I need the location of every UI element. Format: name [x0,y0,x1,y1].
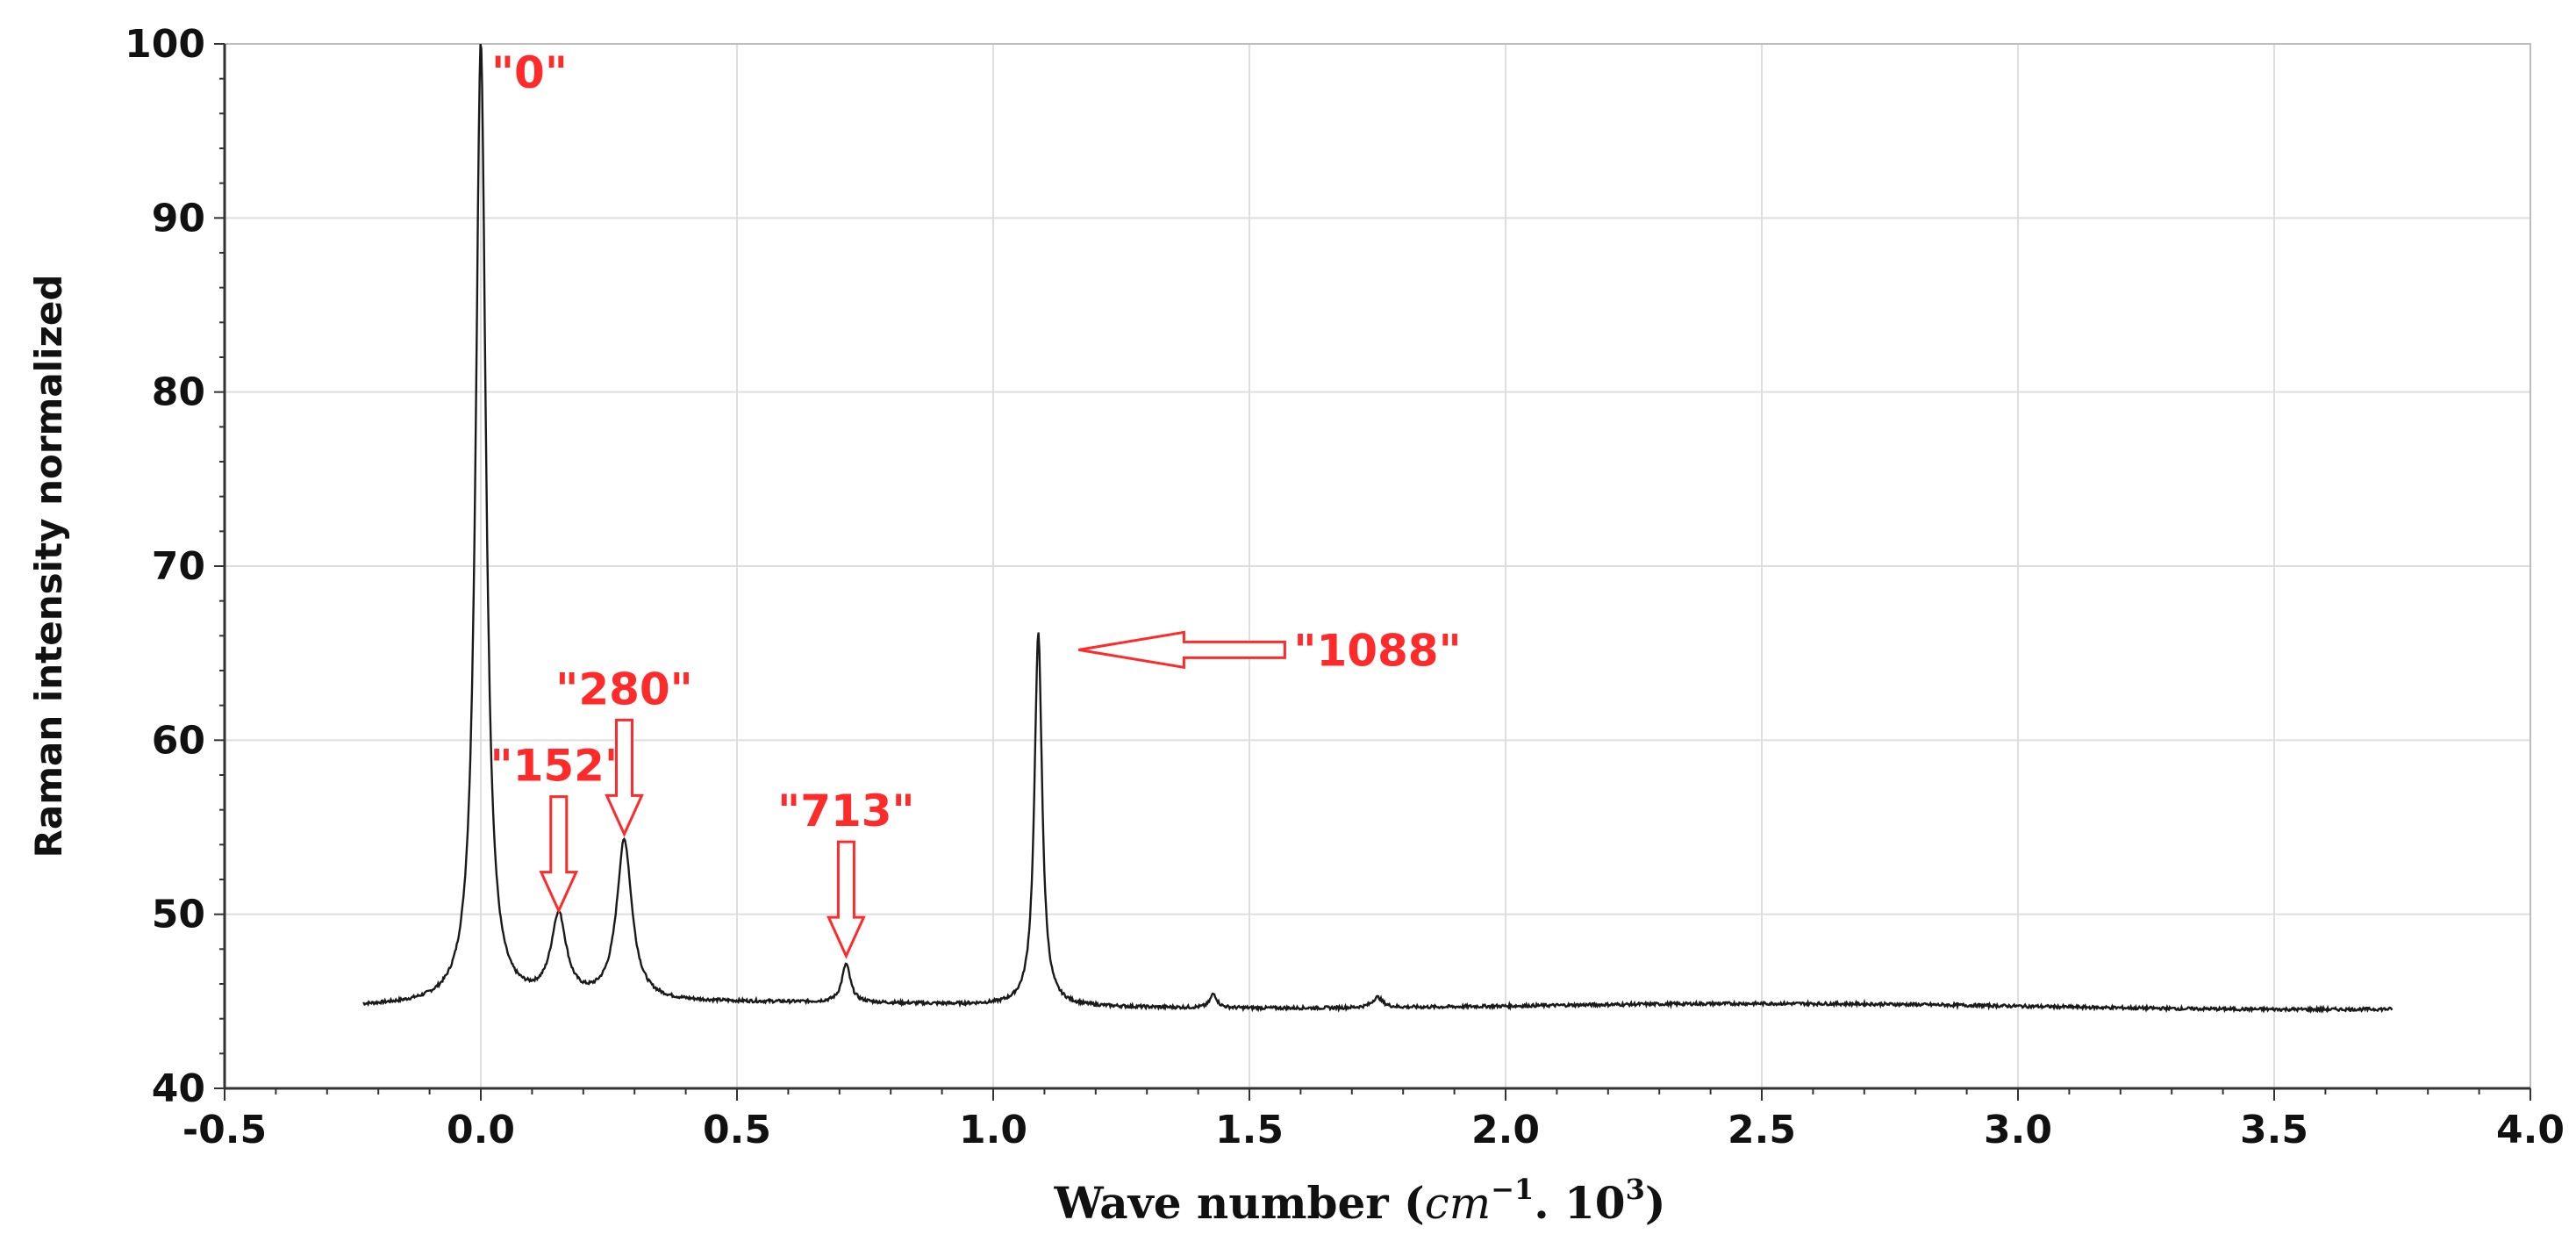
x-axis-title-prefix: Wave number ( [1053,1177,1424,1229]
y-tick-label: 50 [152,893,205,937]
annotation-label: "280" [555,664,692,714]
x-tick-label: 1.5 [1215,1108,1284,1152]
tick-labels: 40 50 60 70 80 90 100 -0.5 0.0 0.5 1.0 1.5 2.0 2.5 3.0… [125,22,2565,1152]
y-tick-label: 60 [152,718,205,763]
y-tick-label: 90 [152,196,205,240]
annotation-arrow-down [826,840,866,959]
x-tick-label: 3.0 [1984,1108,2052,1152]
x-axis-title-exp1: −1 [1491,1173,1534,1206]
annotation-arrow-left [1078,630,1286,670]
annotation-label: "0" [491,47,568,98]
y-axis-title: Raman intensity normalized [27,275,70,858]
y-tick-label: 100 [125,22,205,67]
annotation-label: "1088" [1293,625,1461,676]
y-tick-label: 70 [152,544,205,589]
x-tick-label: 4.0 [2496,1108,2565,1152]
x-tick-label: 1.0 [959,1108,1027,1152]
annotations: "0" "152" "280" "713" "1088" [490,47,1462,959]
annotation-label: "152" [490,741,627,792]
x-tick-label: 0.0 [447,1108,515,1152]
x-axis-title: Wave number (cm−1. 103) [1053,1173,1665,1229]
x-tick-label: 2.0 [1471,1108,1540,1152]
annotation-arrow-down [605,718,644,837]
annotation-label: "713" [777,786,914,836]
grid-lines [225,43,2531,1088]
annotation-arrow-down [539,795,579,915]
x-axis-title-exp2: 3 [1626,1173,1645,1206]
x-axis-title-mid: . 10 [1534,1177,1625,1229]
y-tick-label: 40 [152,1066,205,1111]
axes [214,43,2531,1101]
x-tick-label: 0.5 [703,1108,771,1152]
x-axis-title-unit: cm [1425,1178,1491,1229]
x-tick-label: 3.5 [2240,1108,2308,1152]
x-tick-label: -0.5 [182,1108,267,1152]
x-tick-label: 2.5 [1728,1108,1796,1152]
series-layer [362,43,2394,1014]
spectrum-line [362,43,2394,1014]
x-axis-title-suffix: ) [1645,1177,1666,1229]
y-tick-label: 80 [152,370,205,415]
